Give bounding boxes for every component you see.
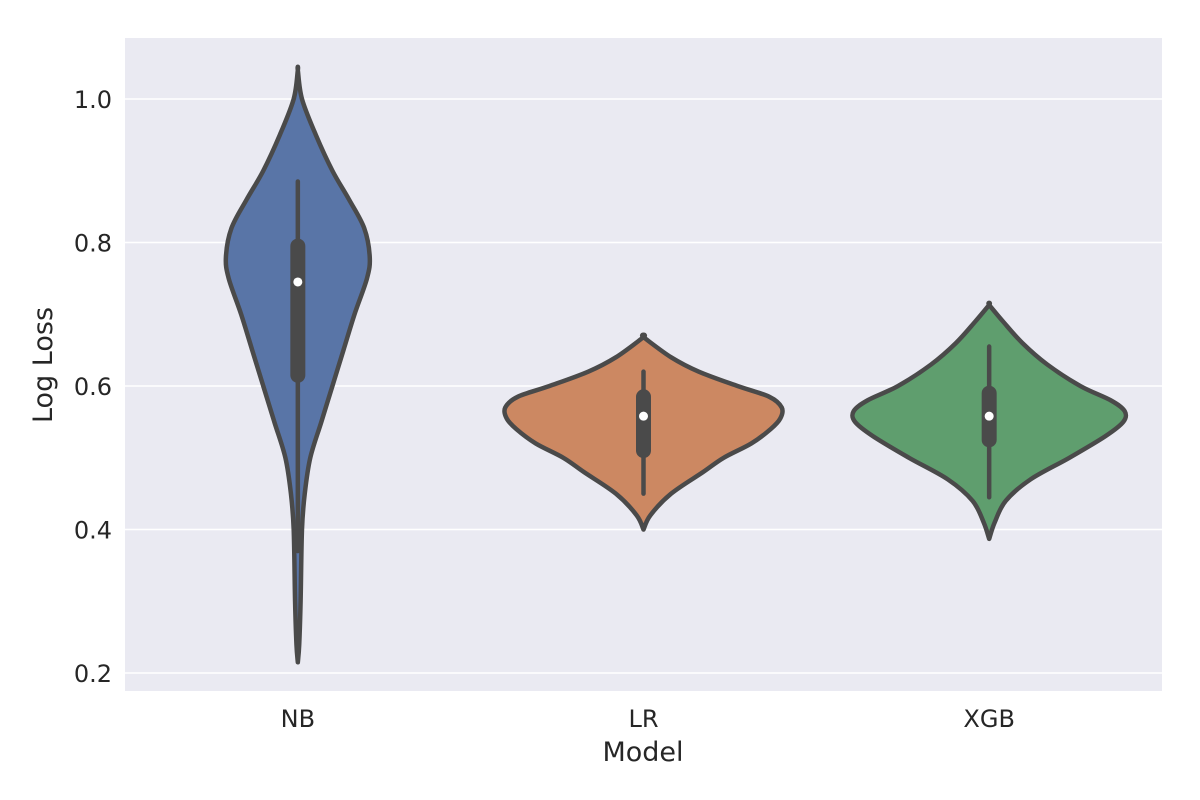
y-tick-label: 0.2 [74, 660, 112, 688]
y-tick-label: 1.0 [74, 86, 112, 114]
median-point [293, 277, 303, 287]
violin-lr [502, 332, 785, 532]
violins [223, 64, 1129, 665]
x-tick-label: XGB [963, 705, 1015, 733]
y-tick-labels: 0.2 0.4 0.6 0.8 1.0 [74, 86, 112, 688]
y-axis-title: Log Loss [28, 307, 59, 423]
x-tick-labels: NB LR XGB [281, 705, 1015, 733]
y-tick-label: 0.4 [74, 517, 112, 545]
median-point [639, 411, 648, 421]
violin-xgb [850, 300, 1129, 542]
y-tick-label: 0.8 [74, 230, 112, 258]
x-tick-label: NB [281, 705, 315, 733]
y-tick-label: 0.6 [74, 373, 112, 401]
x-axis-title: Model [602, 737, 683, 768]
violin-nb [223, 64, 373, 665]
x-tick-label: LR [628, 705, 658, 733]
median-point [984, 411, 994, 421]
